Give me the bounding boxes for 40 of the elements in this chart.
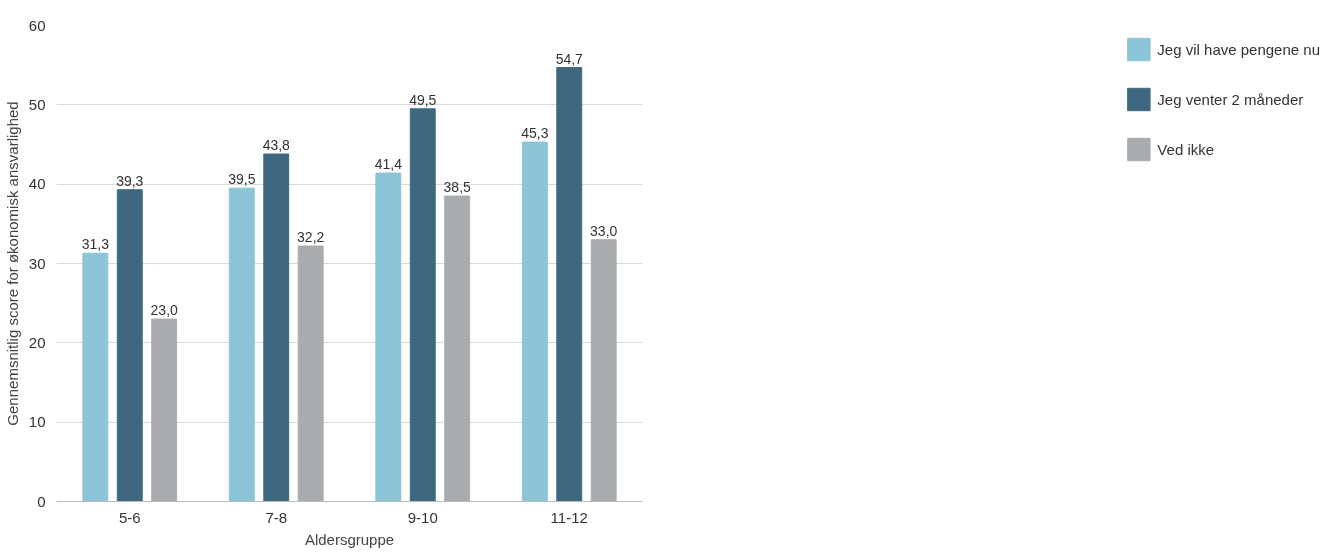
data-label: 54,7: [555, 50, 584, 67]
bar: [297, 245, 324, 502]
data-label: 39,3: [116, 172, 144, 189]
bar: [228, 187, 255, 502]
data-label: 31,3: [81, 236, 110, 253]
y-tick-label: 10: [28, 413, 46, 431]
bar: [409, 108, 436, 502]
legend-label: Jeg vil have pengene nu: [1157, 40, 1320, 58]
bar: [556, 67, 583, 502]
data-label: 41,4: [374, 156, 403, 173]
y-tick-label: 30: [28, 254, 46, 272]
data-label: 32,2: [297, 229, 325, 246]
x-axis-title: Aldersgruppe: [304, 530, 395, 548]
y-tick-label: 40: [28, 175, 46, 193]
x-tick-label: 11-12: [550, 508, 588, 526]
bar: [521, 141, 548, 502]
legend-label: Jeg venter 2 måneder: [1157, 90, 1304, 108]
data-label: 39,5: [228, 171, 256, 188]
y-tick-label: 20: [28, 333, 46, 351]
x-tick-label: 5-6: [118, 508, 141, 526]
data-label: 45,3: [521, 125, 549, 142]
y-tick-label: 50: [28, 95, 46, 113]
data-label: 33,0: [590, 222, 618, 239]
bar: [375, 172, 402, 502]
bar: [444, 195, 471, 502]
x-tick-label: 7-8: [265, 508, 288, 526]
data-label: 23,0: [150, 302, 179, 319]
bar: [116, 189, 143, 502]
bar: [263, 153, 290, 502]
y-tick-label: 60: [28, 16, 46, 34]
y-axis-title: Gennemsnitlig score for økonomisk ansvarlighed: [3, 101, 21, 426]
bar: [590, 239, 617, 502]
x-tick-label: 9-10: [407, 508, 438, 526]
bar: [82, 252, 109, 502]
data-label: 49,5: [409, 91, 437, 108]
data-label: 43,8: [262, 137, 291, 154]
y-tick-label: 0: [37, 492, 46, 510]
bar: [151, 318, 178, 502]
legend-label: Ved ikke: [1157, 140, 1215, 158]
data-label: 38,5: [443, 179, 472, 196]
